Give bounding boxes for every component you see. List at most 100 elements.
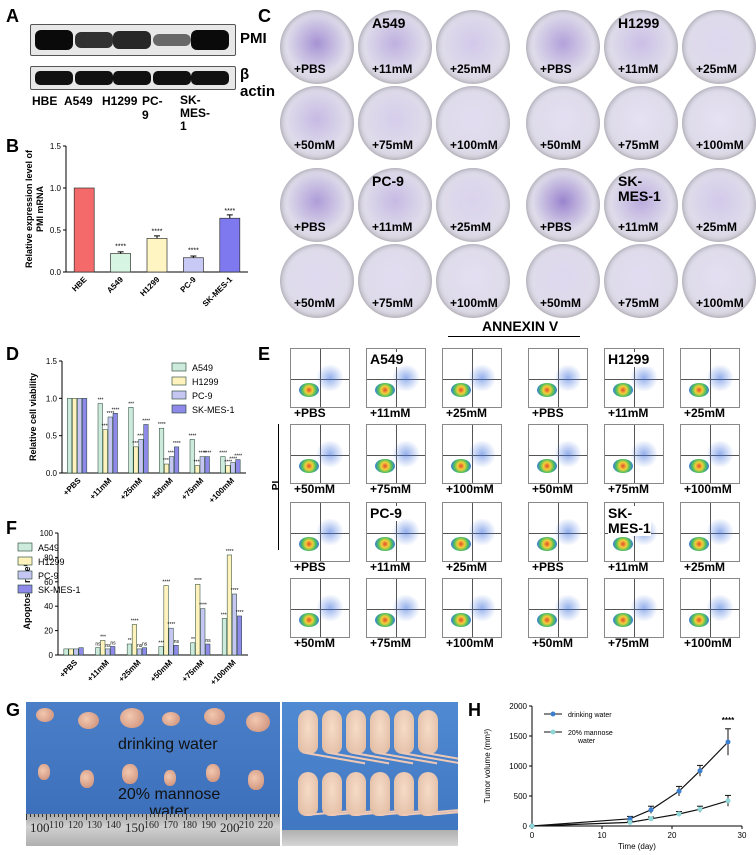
- ruler-tick: [266, 814, 267, 820]
- flow-condition-label: +PBS: [294, 406, 326, 420]
- lane-label-skmes1-line1: SK-: [180, 93, 201, 107]
- culture-dish: [604, 86, 678, 160]
- panel-letter-a: A: [6, 6, 19, 26]
- x-tick-label: +100mM: [207, 476, 236, 505]
- mouse: [370, 772, 390, 816]
- sig-label: ****: [236, 610, 244, 616]
- flow-plot: [528, 502, 588, 562]
- x-tick-label: A549: [105, 275, 125, 295]
- legend-label: 20% mannose water: [568, 730, 613, 745]
- culture-dish: [526, 86, 600, 160]
- sig-label: ****: [137, 433, 145, 439]
- legend-swatch: [171, 404, 187, 414]
- panel-letter-d: D: [6, 344, 19, 364]
- scatter-cluster: [299, 537, 319, 551]
- scatter-cluster: [375, 613, 395, 627]
- culture-dish: [358, 86, 432, 160]
- pmi-band: [75, 31, 113, 49]
- legend-marker: [550, 729, 556, 735]
- y-axis-label: Apoptosis rate%: [22, 558, 32, 629]
- bar: [63, 648, 69, 656]
- pmi-band: [153, 33, 191, 47]
- flow-condition-label: +PBS: [532, 560, 564, 574]
- flow-plot: [680, 424, 740, 484]
- mouse: [394, 772, 414, 816]
- bar: [107, 416, 113, 474]
- dish-condition-label: +100mM: [696, 138, 744, 152]
- ruler-tick: [138, 814, 139, 817]
- flow-condition-label: +25mM: [684, 406, 726, 420]
- pmi-band: [191, 30, 229, 50]
- flow-condition-label: +11mM: [370, 406, 411, 420]
- culture-dish: [604, 168, 678, 242]
- scatter-cluster: [689, 537, 709, 551]
- flow-condition-label: +50mM: [532, 636, 574, 650]
- scatter-cluster: [375, 383, 395, 397]
- x-tick-label: +25mM: [117, 658, 143, 684]
- sig-label: ****: [107, 411, 115, 417]
- tumor-small: [80, 770, 94, 788]
- ruler-tick: [66, 814, 67, 820]
- scatter-spread: [315, 441, 345, 467]
- bar: [164, 463, 170, 474]
- flow-title: ANNEXIN V: [482, 318, 559, 334]
- scatter-cluster: [689, 459, 709, 473]
- group-name-line1: A549: [370, 351, 404, 367]
- data-point: [648, 816, 654, 822]
- dish-condition-label: +50mM: [294, 138, 336, 152]
- ruler-tick: [114, 814, 115, 817]
- flow-plot: [442, 348, 502, 408]
- dish-condition-label: +PBS: [540, 220, 572, 234]
- x-tick-label: +100mM: [209, 658, 238, 687]
- bar: [199, 456, 205, 474]
- ruler-tick: [86, 814, 87, 820]
- legend-swatch: [17, 584, 33, 594]
- ruler-tick: [274, 814, 275, 817]
- scatter-cluster: [299, 459, 319, 473]
- y-tick-label: 2000: [509, 702, 527, 711]
- flow-condition-label: +50mM: [532, 482, 574, 496]
- y-tick-label: 80: [44, 553, 53, 562]
- legend-swatch: [17, 542, 33, 552]
- sig-label: ****: [112, 407, 120, 413]
- bar: [105, 648, 111, 656]
- photo-label-mannose-line1: 20% mannose: [118, 786, 221, 803]
- y-tick-label: 1.0: [46, 394, 58, 403]
- scatter-cluster: [537, 383, 557, 397]
- bar: [205, 643, 211, 656]
- bar: [189, 439, 195, 474]
- dish-condition-label: +50mM: [294, 296, 336, 310]
- x-tick-label: PC-9: [179, 275, 199, 295]
- ruler-number: 130: [87, 820, 102, 831]
- bar: [141, 647, 147, 656]
- scatter-spread: [629, 595, 659, 621]
- tumor-small: [248, 770, 264, 790]
- scatter-cluster: [299, 383, 319, 397]
- culture-dish: [604, 10, 678, 84]
- sig-label: ****: [219, 451, 227, 457]
- sig-label: ***: [158, 640, 164, 646]
- flow-condition-label: +100mM: [446, 482, 494, 496]
- sig-label: ****: [229, 457, 237, 463]
- scatter-spread: [315, 519, 345, 545]
- sig-label: ****: [158, 422, 166, 428]
- dish-condition-label: +100mM: [696, 296, 744, 310]
- scatter-cluster: [451, 459, 471, 473]
- data-point: [697, 806, 703, 812]
- scatter-spread: [391, 441, 421, 467]
- group-name-line1: H1299: [608, 351, 650, 367]
- actin-band: [35, 71, 73, 85]
- bar: [128, 407, 134, 474]
- bar: [72, 398, 78, 474]
- bar: [183, 257, 204, 273]
- legend-label: A549: [192, 363, 213, 373]
- group-name-line1: SK-: [608, 505, 633, 521]
- y-tick-label: 1.0: [50, 184, 62, 193]
- ruler-tick: [178, 814, 179, 817]
- bar: [173, 644, 179, 656]
- flow-condition-label: +75mM: [370, 482, 412, 496]
- bar: [143, 424, 149, 474]
- flow-condition-label: +25mM: [446, 406, 488, 420]
- flow-condition-label: +25mM: [684, 560, 726, 574]
